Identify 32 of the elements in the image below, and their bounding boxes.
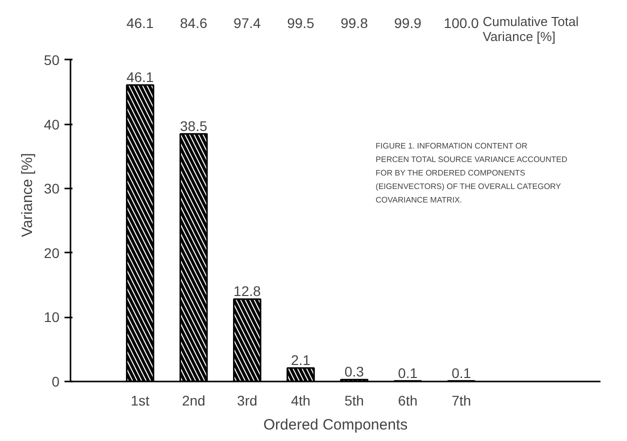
- x-axis-title: Ordered Components: [263, 416, 408, 434]
- text: Cumulative Total: [482, 14, 579, 29]
- data-label: 0.1: [452, 364, 472, 381]
- annotation: FIGURE 1. INFORMATION CONTENT OR PERCEN TOTAL SOURCE VARIANCE ACCOUNTED FOR BY THE ORDERED COMPONENTS (EIGENVECTORS) OF THE OVERALL CATEGORY COVARIANCE MATRIX.: [376, 142, 568, 205]
- data-label: 12.8: [234, 283, 262, 300]
- x-tick-label: 6th: [398, 392, 418, 408]
- text: 97.4: [234, 14, 262, 31]
- text: Variance [%]: [18, 153, 36, 237]
- data-label: 46.1: [126, 69, 154, 86]
- x-tick-label: 4th: [290, 392, 310, 408]
- y-axis-title: Variance [%]: [482, 28, 556, 44]
- y-tick-label: 10: [44, 309, 60, 326]
- x-tick-label: 1st: [130, 392, 150, 408]
- x-tick-label: 3rd: [237, 392, 258, 408]
- y-tick-label: 40: [44, 116, 60, 132]
- y-tick-label: 50: [44, 52, 60, 68]
- y-tick-label: 30: [44, 180, 60, 197]
- text: 84.6: [180, 14, 208, 31]
- text: 99.8: [340, 14, 368, 31]
- text: 100.0: [444, 14, 480, 31]
- y-tick-label: 20: [44, 244, 60, 261]
- data-label: 38.5: [180, 118, 208, 134]
- text: 46.1: [126, 14, 154, 31]
- text: 99.9: [394, 14, 422, 31]
- data-label: 0.3: [344, 364, 364, 380]
- x-tick-label: 5th: [344, 392, 364, 408]
- x-tick-label: 7th: [452, 392, 472, 408]
- y-tick-label: 0: [52, 374, 60, 390]
- text: 99.5: [287, 14, 315, 31]
- data-label: 0.1: [398, 364, 418, 381]
- x-tick-label: 2nd: [182, 392, 206, 408]
- data-label: 2.1: [290, 352, 311, 368]
